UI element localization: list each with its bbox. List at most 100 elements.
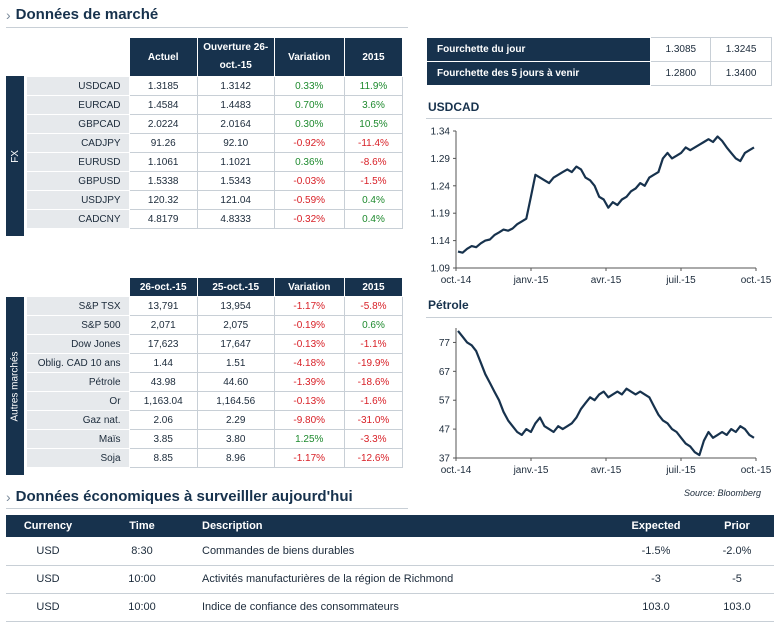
market-name: Or bbox=[26, 391, 130, 411]
market-row: S&P 500 2,071 2,075 -0.19% 0.6% bbox=[26, 315, 404, 335]
x-tick-label: oct.-14 bbox=[441, 275, 472, 286]
market-value-today: 1,163.04 bbox=[128, 391, 198, 411]
divider bbox=[6, 508, 408, 509]
y-tick-label: 1.34 bbox=[431, 127, 451, 138]
y-tick-label: 57 bbox=[439, 396, 451, 407]
range-low: 1.3085 bbox=[650, 37, 712, 62]
fx-variation: -0.92% bbox=[273, 133, 345, 153]
market-ytd: -18.6% bbox=[343, 372, 404, 392]
market-value-prev: 2.29 bbox=[196, 410, 275, 430]
fx-actuel: 1.1061 bbox=[128, 152, 198, 172]
fx-pair-name: CADJPY bbox=[26, 133, 130, 153]
fx-header: Ouverture 26-oct.-15 bbox=[196, 37, 275, 77]
fx-variation: 0.36% bbox=[273, 152, 345, 172]
range-label: Fourchette des 5 jours à venir bbox=[425, 61, 652, 86]
y-tick-label: 1.14 bbox=[431, 236, 451, 247]
x-tick-label: janv.-15 bbox=[513, 465, 549, 476]
eco-row: USD 10:00 Indice de confiance des consomma… bbox=[6, 593, 774, 622]
series-line bbox=[457, 135, 755, 254]
fx-table: Actuel Ouverture 26-oct.-15 Variation 20… bbox=[26, 37, 404, 229]
market-row: Pétrole 43.98 44.60 -1.39% -18.6% bbox=[26, 372, 404, 392]
fx-ouverture: 1.4483 bbox=[196, 95, 275, 115]
x-tick-label: juil.-15 bbox=[665, 275, 696, 286]
market-row: Soja 8.85 8.96 -1.17% -12.6% bbox=[26, 448, 404, 468]
oil-chart-title: Pétrole bbox=[428, 298, 469, 312]
market-row: Maïs 3.85 3.80 1.25% -3.3% bbox=[26, 429, 404, 449]
market-row: Oblig. CAD 10 ans 1.44 1.51 -4.18% -19.9% bbox=[26, 353, 404, 373]
x-tick-label: janv.-15 bbox=[513, 275, 549, 286]
market-row: S&P TSX 13,791 13,954 -1.17% -5.8% bbox=[26, 296, 404, 316]
fx-ytd: 11.9% bbox=[343, 76, 404, 96]
fx-variation: 0.70% bbox=[273, 95, 345, 115]
market-value-today: 2,071 bbox=[128, 315, 198, 335]
divider bbox=[426, 118, 772, 119]
fx-ytd: 0.4% bbox=[343, 209, 404, 229]
usdcad-chart-title: USDCAD bbox=[428, 100, 480, 114]
oil-chart-svg: 37 47 57 67 77 oct.-14 janv.-15 avr.-15 juil.-15… bbox=[439, 328, 772, 476]
market-name: Dow Jones bbox=[26, 334, 130, 354]
fx-row: EURCAD 1.4584 1.4483 0.70% 3.6% bbox=[26, 95, 404, 115]
other-markets-label: Autres marchés bbox=[6, 297, 24, 475]
market-name: Soja bbox=[26, 448, 130, 468]
fx-actuel: 4.8179 bbox=[128, 209, 198, 229]
market-name: Gaz nat. bbox=[26, 410, 130, 430]
fx-ouverture: 4.8333 bbox=[196, 209, 275, 229]
market-name: Oblig. CAD 10 ans bbox=[26, 353, 130, 373]
market-value-today: 1.44 bbox=[128, 353, 198, 373]
x-tick-label: avr.-15 bbox=[591, 465, 622, 476]
market-name: S&P 500 bbox=[26, 315, 130, 335]
fx-row: GBPUSD 1.5338 1.5343 -0.03% -1.5% bbox=[26, 171, 404, 191]
fx-variation: -0.59% bbox=[273, 190, 345, 210]
range-label: Fourchette du jour bbox=[425, 37, 652, 62]
divider bbox=[6, 27, 408, 28]
market-ytd: -3.3% bbox=[343, 429, 404, 449]
fx-variation: -0.32% bbox=[273, 209, 345, 229]
series-line bbox=[457, 330, 755, 457]
other-header: 2015 bbox=[343, 277, 404, 297]
x-tick-label: avr.-15 bbox=[591, 275, 622, 286]
eco-currency: USD bbox=[6, 593, 90, 622]
x-tick-label: oct.-15 bbox=[741, 465, 772, 476]
fx-pair-name: EURCAD bbox=[26, 95, 130, 115]
market-ytd: -31.0% bbox=[343, 410, 404, 430]
range-low: 1.2800 bbox=[650, 61, 712, 86]
fx-actuel: 120.32 bbox=[128, 190, 198, 210]
fx-variation: 0.33% bbox=[273, 76, 345, 96]
other-header: 26-oct.-15 bbox=[128, 277, 198, 297]
market-title: Données de marché bbox=[15, 6, 159, 23]
market-ytd: 0.6% bbox=[343, 315, 404, 335]
market-variation: -1.17% bbox=[273, 296, 345, 316]
eco-header-currency: Currency bbox=[6, 515, 90, 537]
y-tick-label: 67 bbox=[439, 367, 451, 378]
eco-prior: -2.0% bbox=[700, 537, 774, 566]
fx-actuel: 2.0224 bbox=[128, 114, 198, 134]
fx-row: CADCNY 4.8179 4.8333 -0.32% 0.4% bbox=[26, 209, 404, 229]
eco-description: Activités manufacturières de la région d… bbox=[194, 565, 612, 594]
fx-actuel: 1.4584 bbox=[128, 95, 198, 115]
range-row: Fourchette du jour 1.3085 1.3245 bbox=[425, 37, 772, 62]
eco-currency: USD bbox=[6, 565, 90, 594]
market-value-today: 17,623 bbox=[128, 334, 198, 354]
fx-pair-name: EURUSD bbox=[26, 152, 130, 172]
range-row: Fourchette des 5 jours à venir 1.2800 1.… bbox=[425, 61, 772, 86]
market-value-today: 3.85 bbox=[128, 429, 198, 449]
x-tick-label: oct.-14 bbox=[441, 465, 472, 476]
eco-description: Indice de confiance des consommateurs bbox=[194, 593, 612, 622]
market-ytd: -1.1% bbox=[343, 334, 404, 354]
market-value-today: 2.06 bbox=[128, 410, 198, 430]
fx-ytd: -8.6% bbox=[343, 152, 404, 172]
y-tick-label: 1.19 bbox=[431, 209, 451, 220]
eco-table: Currency Time Description Expected Prior… bbox=[6, 515, 774, 622]
fx-pair-name: CADCNY bbox=[26, 209, 130, 229]
y-tick-label: 37 bbox=[439, 454, 451, 465]
market-variation: -1.39% bbox=[273, 372, 345, 392]
market-ytd: -12.6% bbox=[343, 448, 404, 468]
market-variation: -0.13% bbox=[273, 391, 345, 411]
fx-variation: 0.30% bbox=[273, 114, 345, 134]
fx-ouverture: 121.04 bbox=[196, 190, 275, 210]
eco-expected: -3 bbox=[612, 565, 700, 594]
range-table: Fourchette du jour 1.3085 1.3245 Fourche… bbox=[425, 37, 772, 86]
market-value-prev: 13,954 bbox=[196, 296, 275, 316]
market-ytd: -5.8% bbox=[343, 296, 404, 316]
market-name: Maïs bbox=[26, 429, 130, 449]
